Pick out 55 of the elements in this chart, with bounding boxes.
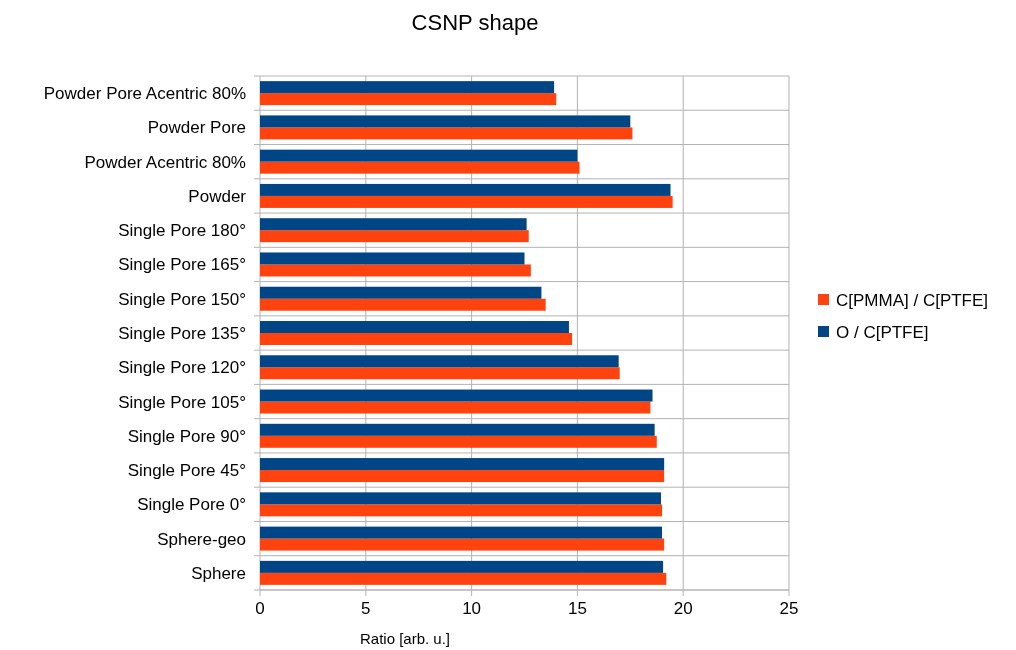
y-tick-label: Single Pore 105°	[118, 392, 246, 412]
bar	[260, 230, 529, 243]
y-tick-label: Single Pore 0°	[137, 495, 246, 515]
legend-label: C[PMMA] / C[PTFE]	[836, 291, 989, 310]
bar	[260, 423, 655, 436]
bar	[260, 183, 671, 196]
bar	[260, 264, 531, 277]
x-tick-label: 25	[779, 599, 799, 618]
x-tick-label: 20	[673, 599, 693, 618]
bar	[260, 218, 527, 231]
bar	[260, 149, 578, 162]
x-tick-label: 10	[462, 599, 482, 618]
x-tick-label: 15	[567, 599, 587, 618]
bar	[260, 526, 663, 539]
bar	[260, 161, 580, 174]
bar	[260, 560, 664, 573]
x-tick-label: 5	[361, 599, 371, 618]
y-tick-label: Single Pore 90°	[127, 426, 246, 446]
bar	[260, 401, 651, 414]
y-tick-label: Single Pore 135°	[118, 324, 246, 343]
y-tick-label: Sphere-geo	[157, 529, 246, 549]
bar	[260, 252, 525, 265]
bar	[260, 195, 673, 208]
y-tick-label: Single Pore 45°	[127, 461, 246, 481]
y-tick-label: Sphere	[191, 563, 246, 583]
bar	[260, 538, 665, 551]
bar	[260, 333, 573, 345]
bar	[260, 355, 619, 368]
y-tick-label: Single Pore 180°	[118, 221, 246, 241]
x-tick-label: 0	[255, 599, 265, 618]
y-tick-label: Single Pore 150°	[118, 289, 246, 309]
legend-label: O / C[PTFE]	[836, 323, 929, 342]
bar	[260, 115, 631, 128]
bar	[260, 321, 569, 333]
bar	[260, 93, 557, 106]
bar	[260, 470, 665, 483]
y-tick-label: Powder	[188, 186, 247, 206]
x-axis-title: Ratio [arb. u.]	[359, 630, 451, 647]
bar	[260, 492, 661, 505]
bar	[260, 389, 653, 402]
y-tick-label: Powder Pore	[147, 118, 246, 138]
y-tick-label: Single Pore 120°	[118, 358, 246, 378]
bar	[260, 367, 620, 380]
bar	[260, 458, 665, 471]
y-tick-label: Powder Pore Acentric 80%	[43, 84, 246, 104]
y-tick-label: Powder Acentric 80%	[84, 152, 246, 172]
bar	[260, 298, 546, 311]
bar	[260, 81, 555, 94]
y-tick-label: Single Pore 165°	[118, 255, 246, 275]
bar	[260, 504, 663, 517]
chart-title: CSNP shape	[411, 10, 539, 35]
bar	[260, 435, 657, 448]
bar	[260, 127, 633, 140]
bar	[260, 572, 667, 585]
bar	[260, 286, 542, 299]
